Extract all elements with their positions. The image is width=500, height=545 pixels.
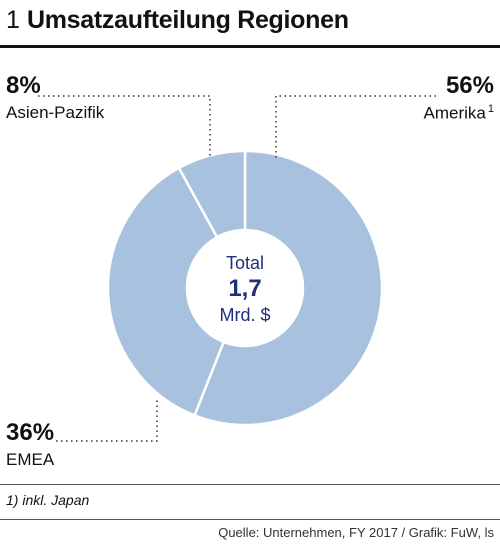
slice-name-amerika: Amerika (423, 103, 486, 123)
leader-amerika (275, 95, 436, 158)
source-rule (0, 519, 500, 520)
slice-name-amerika-row: Amerika 1 (424, 104, 494, 122)
slice-percent-asien-pazifik: 8% (6, 72, 41, 99)
center-unit: Mrd. $ (219, 305, 271, 325)
label-emea: 36% EMEA (6, 419, 55, 469)
footnote: 1) inkl. Japan (6, 492, 90, 508)
slice-name-asien-pazifik: Asien-Pazifik (6, 103, 105, 122)
donut-center: Total 1,7 Mrd. $ (195, 252, 295, 326)
chart-header: 1 Umsatzaufteilung Regionen (0, 0, 500, 40)
source-note: Quelle: Unternehmen, FY 2017 / Grafik: F… (218, 525, 494, 540)
footnote-marker: 1 (487, 103, 494, 115)
donut-slice-emea (106, 166, 226, 418)
slice-percent-emea: 36% (6, 419, 55, 446)
top-rule (0, 45, 500, 48)
center-label: Total (225, 253, 265, 273)
leader-emea (56, 400, 158, 442)
donut-slice-amerika (192, 149, 384, 427)
slice-percent-amerika: 56% (445, 72, 494, 99)
label-amerika: 56% Amerika 1 (424, 74, 494, 122)
slice-name-emea: EMEA (6, 450, 55, 469)
figure-number: 1 (6, 6, 20, 34)
center-value: 1,7 (228, 275, 262, 302)
chart-title: Umsatzaufteilung Regionen (27, 6, 349, 34)
footnote-rule (0, 484, 500, 485)
donut-chart (38, 95, 436, 442)
donut-slice-asien-pazifik (177, 149, 247, 239)
label-asien-pazifik: 8% Asien-Pazifik (6, 72, 105, 122)
